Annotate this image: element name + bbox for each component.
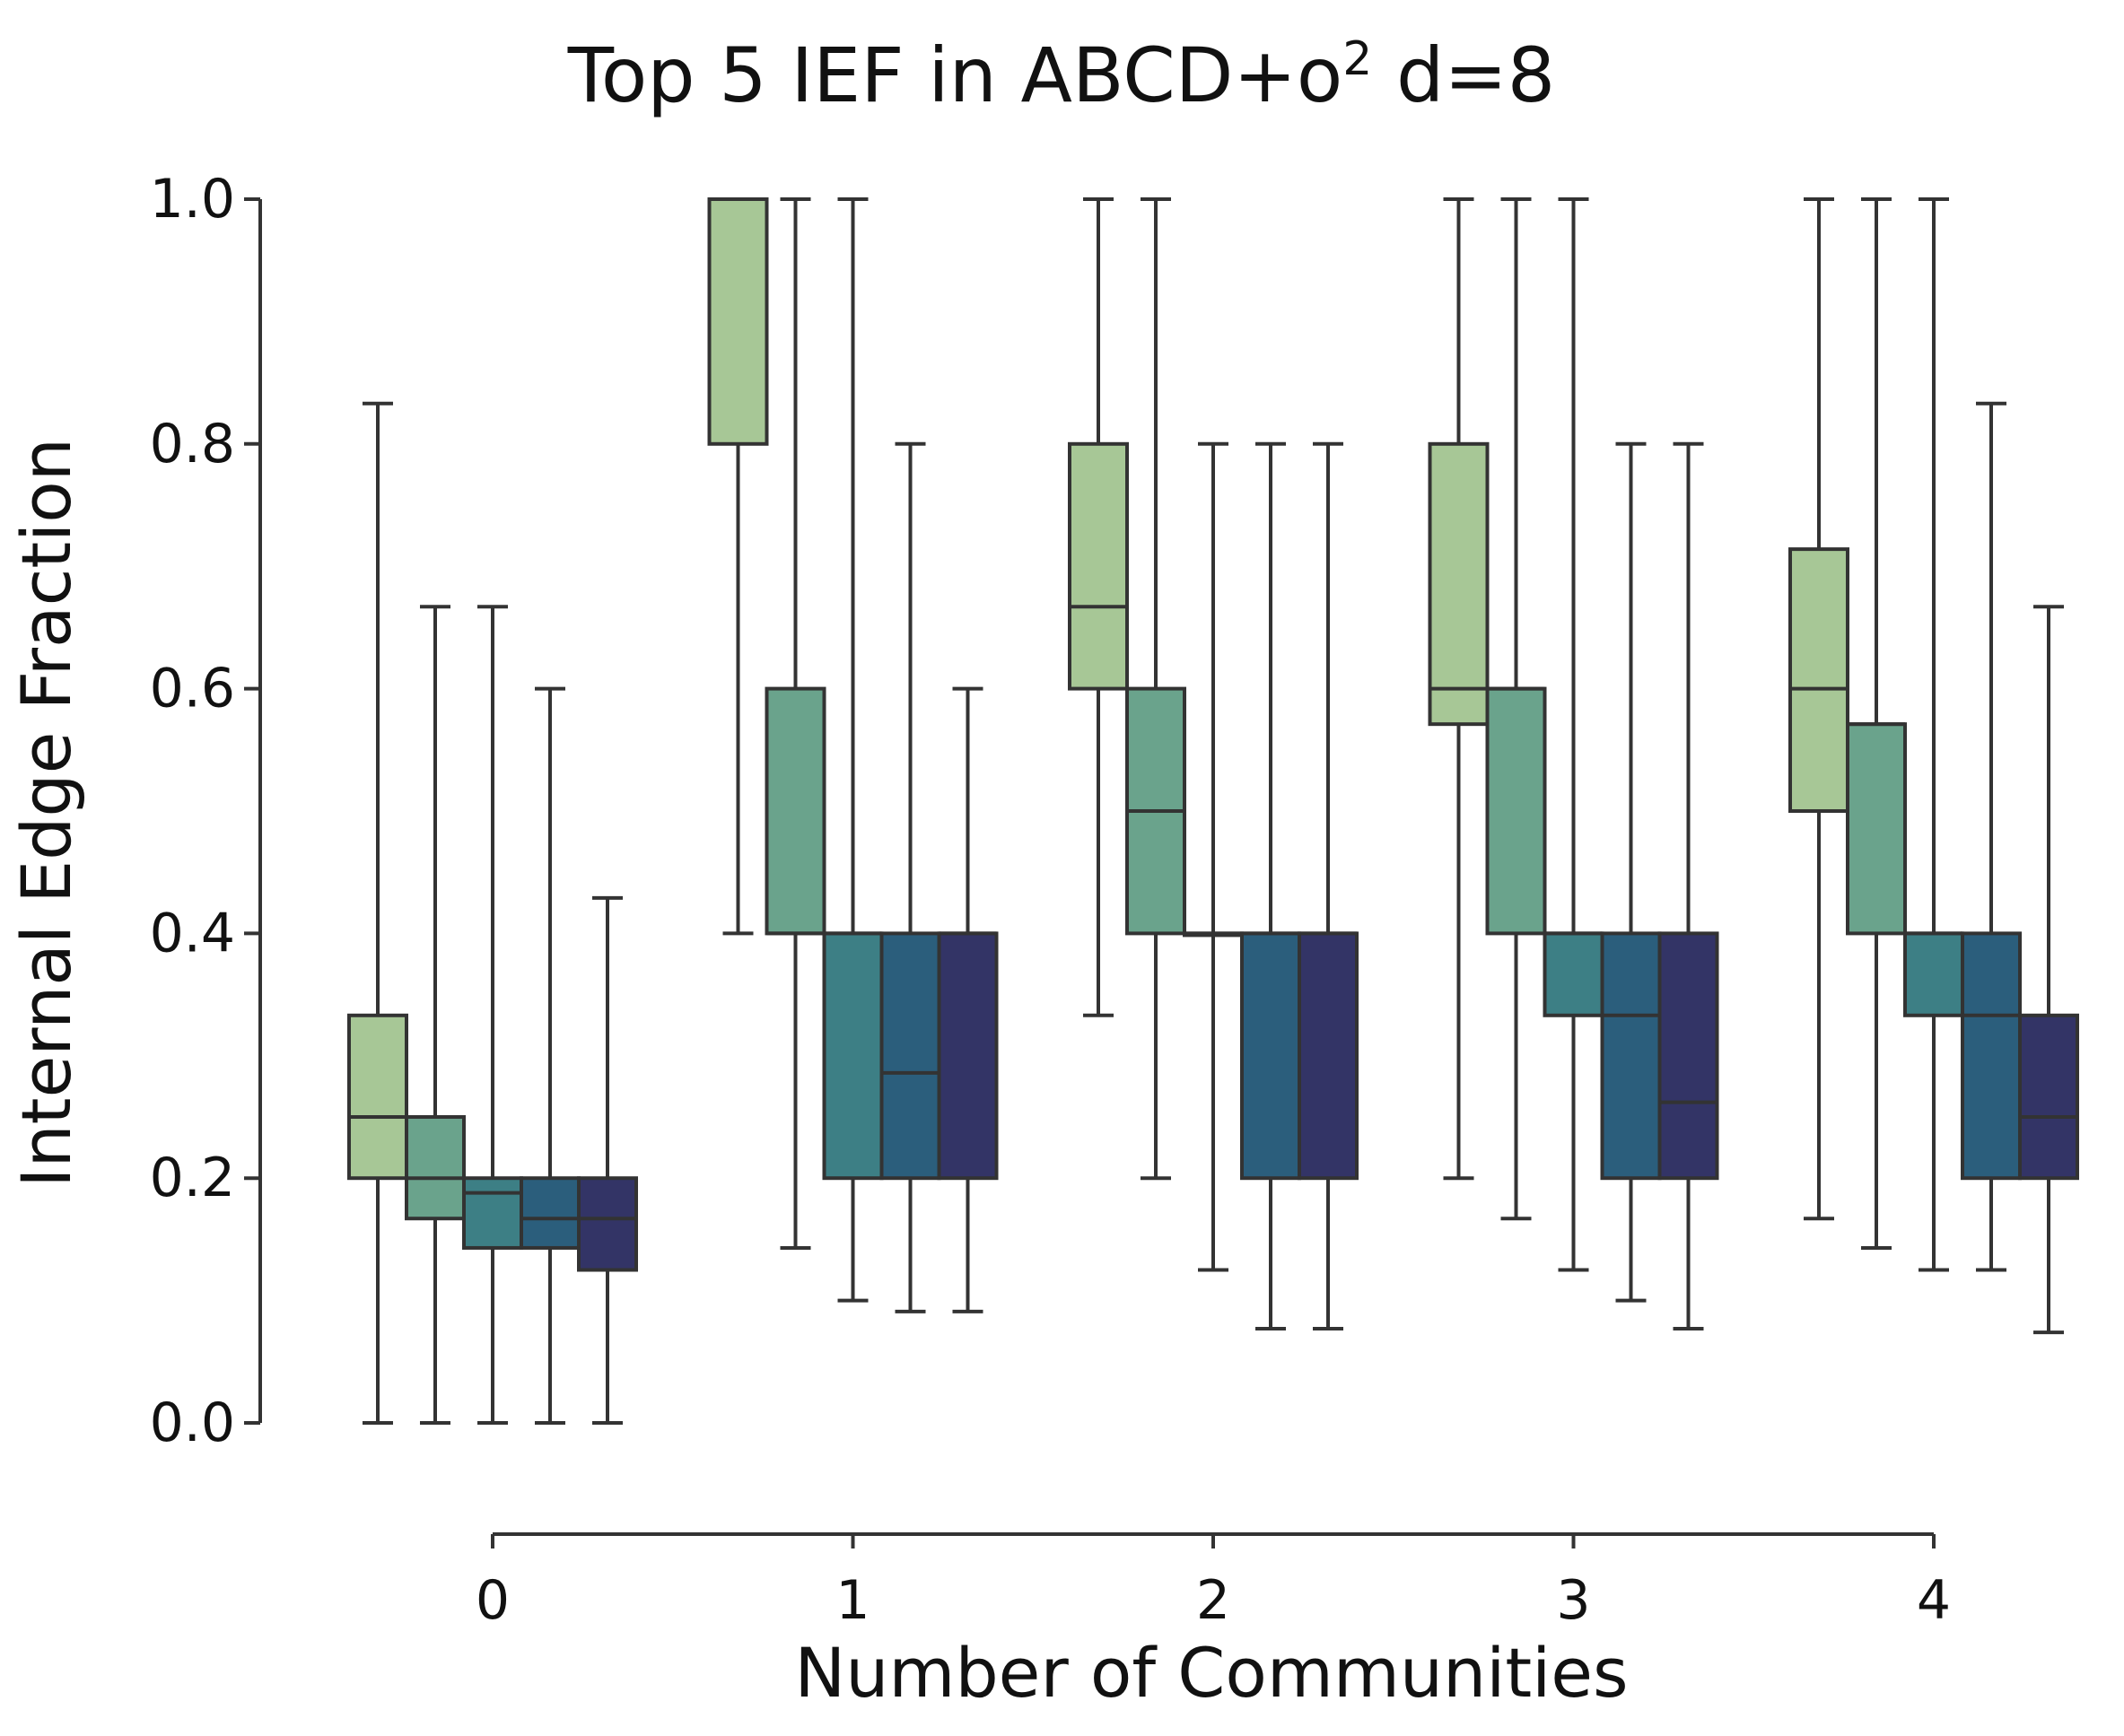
box-group-1-series-5-rect bbox=[937, 931, 999, 1181]
box-group-2-series-4 bbox=[1240, 441, 1301, 1330]
box-group-3-series-1-rect bbox=[1428, 441, 1490, 727]
box-group-1-series-1-rect bbox=[707, 197, 769, 446]
box-group-1-series-4 bbox=[879, 441, 941, 1313]
y-tick-label-1: 0.2 bbox=[150, 1147, 235, 1209]
box-group-4-series-2-rect bbox=[1846, 722, 1907, 936]
x-tick-label-0: 0 bbox=[476, 1569, 510, 1632]
box-group-3-series-4 bbox=[1600, 441, 1662, 1303]
box-group-0-series-2 bbox=[405, 605, 466, 1425]
box-group-3-series-3-rect bbox=[1543, 931, 1604, 1017]
box-group-1-series-3 bbox=[822, 197, 884, 1303]
title-suffix: d=8 bbox=[1372, 31, 1555, 119]
box-group-4-series-5 bbox=[2018, 605, 2079, 1335]
x-axis: 0 1 2 3 4 bbox=[476, 1532, 1951, 1632]
y-axis: 0.0 0.2 0.4 0.6 0.8 1.0 bbox=[150, 168, 262, 1454]
box-group-2-series-5-rect bbox=[1298, 931, 1359, 1181]
y-tick-label-0: 0.0 bbox=[150, 1391, 235, 1454]
box-group-1-series-1 bbox=[707, 197, 769, 936]
x-tick-label-4: 4 bbox=[1917, 1569, 1951, 1632]
chart-title: Top 5 IEF in ABCD+o2 d=8 bbox=[567, 31, 1555, 119]
box-group-0-series-1 bbox=[347, 401, 408, 1425]
y-tick-label-4: 0.8 bbox=[150, 413, 235, 475]
box-group-4-series-1 bbox=[1788, 197, 1849, 1221]
y-tick-label-2: 0.4 bbox=[150, 902, 235, 964]
box-group-1-series-4-rect bbox=[879, 931, 941, 1181]
box-group-3-series-5-rect bbox=[1657, 931, 1719, 1181]
box-group-3-series-4-rect bbox=[1600, 931, 1662, 1181]
box-group-0-series-3 bbox=[462, 605, 523, 1425]
box-group-3-series-2-rect bbox=[1485, 686, 1547, 936]
box-group-4-series-3-rect bbox=[1903, 931, 1964, 1017]
title-superscript: 2 bbox=[1342, 32, 1372, 86]
box-group-3-series-1 bbox=[1428, 197, 1490, 1181]
box-group-2-series-5 bbox=[1298, 441, 1359, 1330]
x-tick-label-1: 1 bbox=[835, 1569, 870, 1632]
box-group-2-series-2 bbox=[1125, 197, 1186, 1181]
box-group-0-series-2-rect bbox=[405, 1115, 466, 1221]
box-group-2-series-4-rect bbox=[1240, 931, 1301, 1181]
box-group-4-series-2 bbox=[1846, 197, 1907, 1250]
y-axis-label: Internal Edge Fraction bbox=[6, 438, 86, 1188]
box-group-3-series-2 bbox=[1485, 197, 1547, 1221]
box-group-4-series-4 bbox=[1961, 401, 2022, 1272]
box-group-3-series-3 bbox=[1543, 197, 1604, 1272]
box-group-1-series-2-rect bbox=[765, 686, 826, 936]
box-group-4-series-5-rect bbox=[2018, 1013, 2079, 1181]
box-group-4-series-1-rect bbox=[1788, 547, 1849, 813]
box-group-4-series-3 bbox=[1903, 197, 1964, 1272]
box-group-1-series-2 bbox=[765, 197, 826, 1250]
box-group-1-series-3-rect bbox=[822, 931, 884, 1181]
box-group-4-series-4-rect bbox=[1961, 931, 2022, 1181]
boxes-layer bbox=[347, 197, 2079, 1425]
box-group-2-series-3 bbox=[1183, 441, 1244, 1272]
y-tick-label-3: 0.6 bbox=[150, 658, 235, 720]
x-tick-label-3: 3 bbox=[1556, 1569, 1590, 1632]
y-tick-label-5: 1.0 bbox=[150, 168, 235, 231]
box-group-2-series-1 bbox=[1068, 197, 1129, 1017]
box-group-0-series-5-rect bbox=[577, 1176, 638, 1272]
box-group-0-series-1-rect bbox=[347, 1013, 408, 1181]
box-group-0-series-4 bbox=[520, 686, 581, 1425]
box-group-0-series-5 bbox=[577, 895, 638, 1425]
x-tick-label-2: 2 bbox=[1196, 1569, 1230, 1632]
box-group-1-series-5 bbox=[937, 686, 999, 1313]
box-group-0-series-3-rect bbox=[462, 1176, 523, 1250]
title-main: Top 5 IEF in ABCD+o bbox=[567, 31, 1342, 119]
box-group-3-series-5 bbox=[1657, 441, 1719, 1330]
box-group-0-series-4-rect bbox=[520, 1176, 581, 1250]
x-axis-label: Number of Communities bbox=[794, 1633, 1628, 1713]
box-group-2-series-1-rect bbox=[1068, 441, 1129, 691]
